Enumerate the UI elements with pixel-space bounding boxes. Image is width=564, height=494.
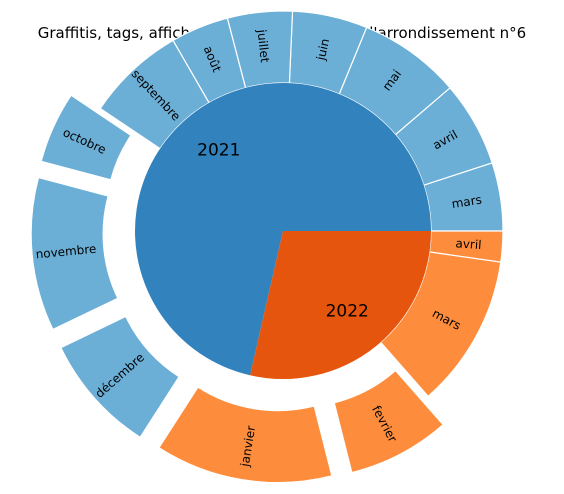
inner-slice-2022: [250, 231, 432, 379]
outer-label-2021-novembre: novembre: [35, 242, 97, 262]
inner-ring: [135, 83, 432, 379]
outer-label-2021-mars: mars: [451, 193, 483, 212]
outer-slice-2022-janvier: [158, 386, 333, 484]
outer-label-2021-juin: juin: [314, 37, 333, 62]
outer-label-2022-janvier: janvier: [238, 425, 259, 469]
inner-label-2022: 2022: [326, 302, 369, 322]
inner-slice-2021: [135, 83, 431, 376]
outer-label-2021-juillet: juillet: [254, 28, 272, 64]
outer-slice-2021-octobre: [40, 94, 132, 181]
outer-slice-2021-novembre: [30, 176, 119, 331]
outer-ring: [30, 10, 504, 484]
outer-label-2022-avril: avril: [455, 236, 482, 252]
outer-slice-2021-decembre: [60, 315, 180, 439]
inner-label-2021: 2021: [197, 140, 240, 160]
outer-slice-2022-fevrier: [333, 369, 444, 474]
